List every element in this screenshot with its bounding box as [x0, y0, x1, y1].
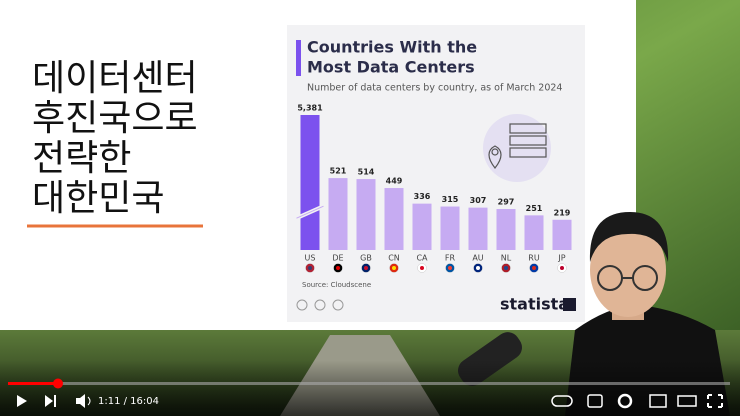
value-label: 251	[526, 204, 543, 213]
flag-icon-center	[420, 266, 424, 270]
category-label: GB	[360, 254, 372, 263]
bar	[524, 215, 544, 250]
category-label: CN	[388, 254, 400, 263]
value-label: 449	[386, 177, 403, 186]
subtitles-button[interactable]	[587, 394, 603, 408]
volume-button[interactable]	[76, 394, 91, 408]
slide-title-line: 전략한	[32, 138, 131, 179]
flag-icon-center	[532, 266, 536, 270]
value-label: 307	[470, 196, 487, 205]
bar	[496, 209, 516, 250]
value-label: 336	[414, 192, 431, 201]
flag-icon-center	[448, 266, 452, 270]
bar	[412, 203, 432, 250]
time-display: 1:11 / 16:04	[98, 396, 159, 407]
player-controls: 1:11 / 16:04	[17, 393, 723, 409]
slide-title: 데이터센터 후진국으로 전략한 대한민국	[32, 58, 198, 219]
bar	[300, 115, 320, 250]
flag-icon-center	[336, 266, 340, 270]
server-illustration	[483, 114, 551, 182]
category-label: US	[305, 254, 316, 263]
controls-shade	[0, 360, 740, 416]
flag-icon-center	[308, 266, 312, 270]
chart-title: Countries With the	[307, 38, 477, 57]
brand-logo	[563, 298, 576, 311]
fullscreen-button[interactable]	[707, 394, 723, 408]
flag-icon-center	[504, 266, 508, 270]
chart-subtitle: Number of data centers by country, as of…	[307, 83, 562, 94]
bar	[356, 179, 376, 250]
flag-icon-center	[392, 266, 396, 270]
miniplayer-button[interactable]	[649, 394, 667, 408]
settings-button[interactable]	[617, 393, 633, 409]
value-label: 315	[442, 195, 459, 204]
flag-icon-center	[476, 266, 480, 270]
chart-card: Countries With the Most Data Centers Num…	[287, 25, 585, 322]
bar	[468, 207, 488, 250]
flag-icon-center	[364, 266, 368, 270]
progress-track[interactable]	[8, 382, 730, 385]
category-label: DE	[332, 254, 343, 263]
theater-button[interactable]	[677, 395, 697, 407]
slide-title-line: 후진국으로	[32, 98, 198, 139]
axis-break	[296, 205, 324, 219]
autoplay-toggle[interactable]	[551, 395, 573, 407]
chart-source: Source: Cloudscene	[302, 281, 371, 289]
category-label: JP	[557, 254, 565, 263]
category-label: RU	[528, 254, 540, 263]
progress-played	[8, 382, 58, 385]
bar	[384, 188, 404, 250]
progress-handle[interactable]	[53, 378, 63, 389]
title-accent	[296, 40, 301, 76]
play-button[interactable]	[17, 395, 27, 407]
category-label: NL	[501, 254, 512, 263]
slide-title-line: 데이터센터	[32, 58, 198, 99]
flag-icon-center	[560, 266, 564, 270]
slide-title-line: 대한민국	[32, 178, 164, 219]
category-label: AU	[472, 254, 483, 263]
category-label: CA	[416, 254, 428, 263]
bar	[440, 206, 460, 250]
value-label: 219	[554, 208, 571, 217]
next-button[interactable]	[45, 395, 56, 407]
chart-title: Most Data Centers	[307, 58, 475, 77]
category-label: FR	[445, 254, 456, 263]
value-label: 514	[358, 168, 375, 177]
value-label: 521	[330, 167, 347, 176]
brand: statista	[500, 295, 569, 314]
license-icons	[296, 299, 344, 311]
value-label: 297	[498, 198, 515, 207]
bar	[552, 219, 572, 250]
value-label: 5,381	[297, 104, 323, 113]
bar	[328, 178, 348, 250]
